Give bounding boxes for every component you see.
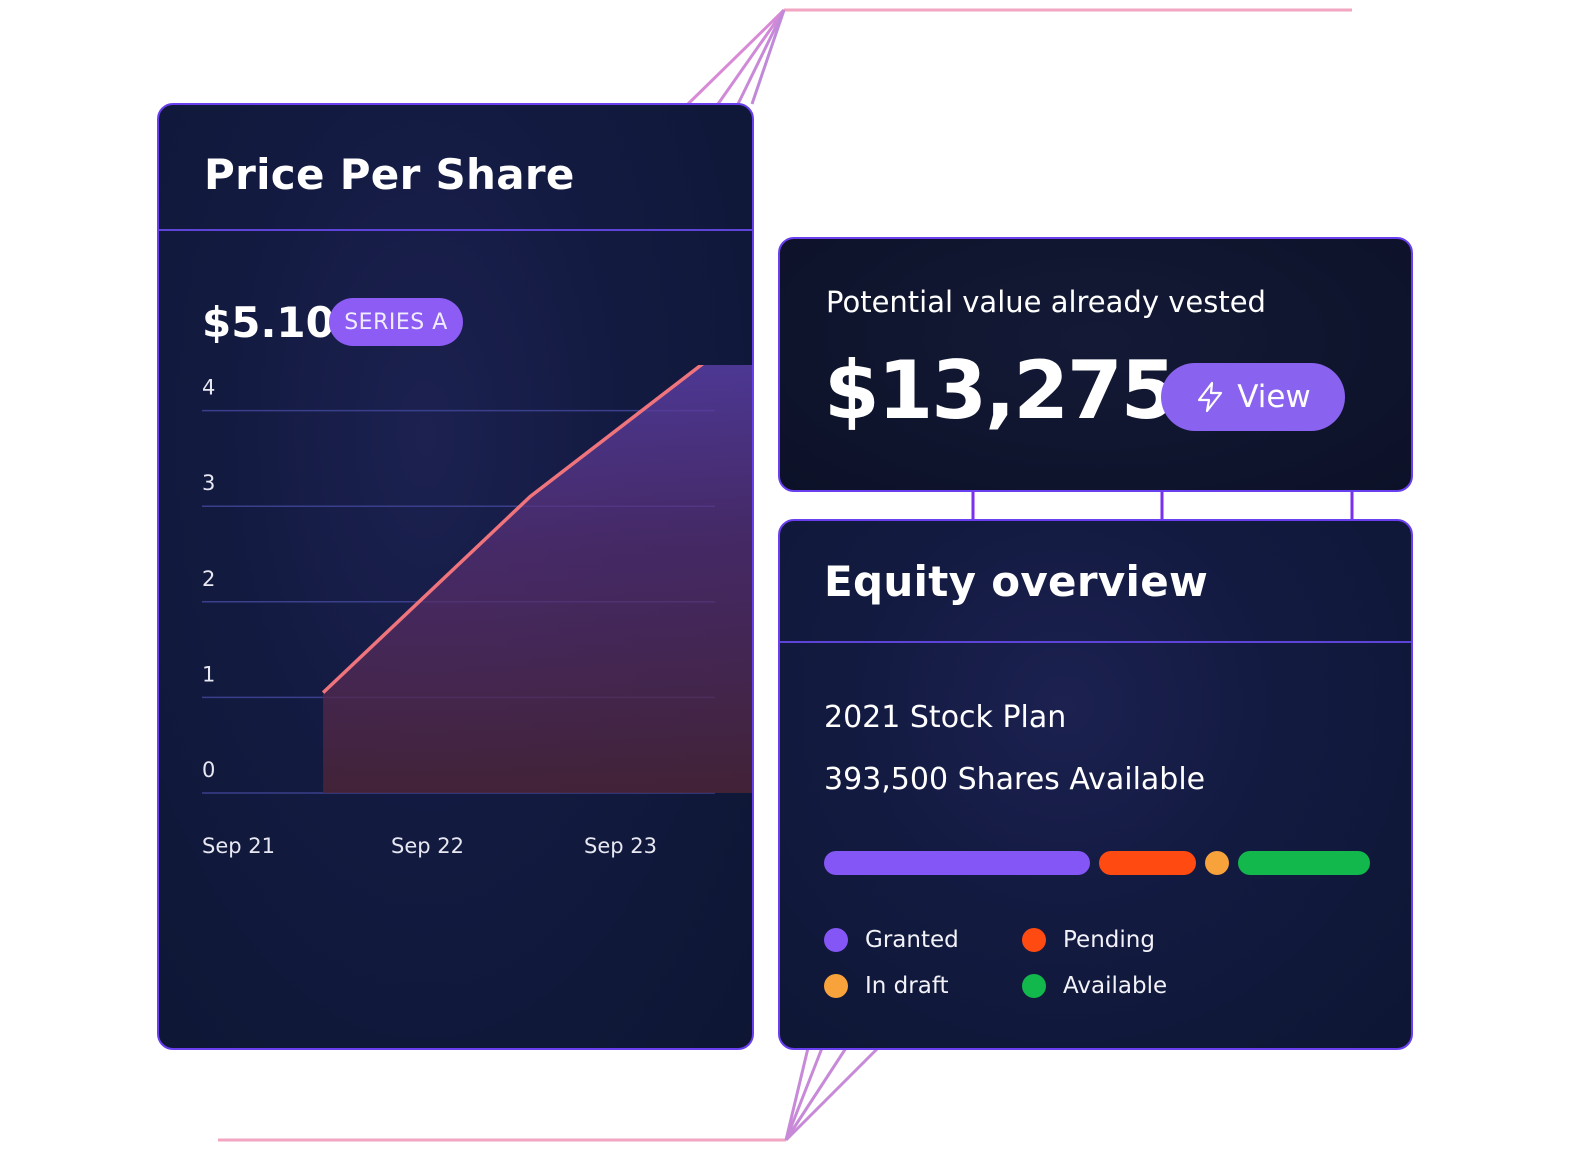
price-area-fill [323,365,752,793]
series-badge: SERIES A [329,298,463,346]
view-button[interactable]: View [1161,363,1345,431]
price-value: $5.10 [202,298,335,347]
legend-dot [824,928,848,952]
x-tick-label: Sep 23 [584,834,657,858]
legend-label: Pending [1063,927,1155,953]
equity-bar-segment-granted [824,851,1091,875]
legend-dot [824,974,848,998]
view-button-label: View [1237,379,1311,415]
vested-value-card: Potential value already vested $13,275 V… [778,237,1413,492]
divider [780,641,1411,643]
equity-overview-card: Equity overview 2021 Stock Plan 393,500 … [778,519,1413,1050]
y-tick-label: 0 [202,758,215,782]
equity-bar-segment-available [1238,851,1370,875]
shares-available: 393,500 Shares Available [824,762,1206,797]
x-tick-label: Sep 22 [391,834,464,858]
legend-in-draft: In draft [824,973,949,999]
vested-amount: $13,275 [824,344,1176,437]
price-per-share-card: Price Per Share $5.10 SERIES A 012345 Se… [157,103,754,1050]
y-tick-label: 3 [202,471,215,495]
divider [159,229,752,231]
card-title: Equity overview [824,557,1209,606]
equity-bar-segment-in-draft [1205,851,1230,875]
card-title: Price Per Share [204,150,575,199]
vested-label: Potential value already vested [826,285,1266,319]
legend-granted: Granted [824,927,959,953]
y-tick-label: 2 [202,567,215,591]
y-tick-label: 1 [202,662,215,686]
lightning-icon [1198,381,1223,413]
legend-label: Granted [865,927,959,953]
equity-distribution-bar [824,851,1370,875]
legend-available: Available [1022,973,1167,999]
legend-label: In draft [865,973,949,999]
equity-bar-segment-pending [1099,851,1197,875]
legend-pending: Pending [1022,927,1155,953]
legend-dot [1022,928,1046,952]
x-tick-label: Sep 21 [202,834,275,858]
legend-label: Available [1063,973,1168,999]
y-tick-label: 4 [202,376,215,400]
legend-dot [1022,974,1046,998]
plan-name: 2021 Stock Plan [824,700,1067,735]
